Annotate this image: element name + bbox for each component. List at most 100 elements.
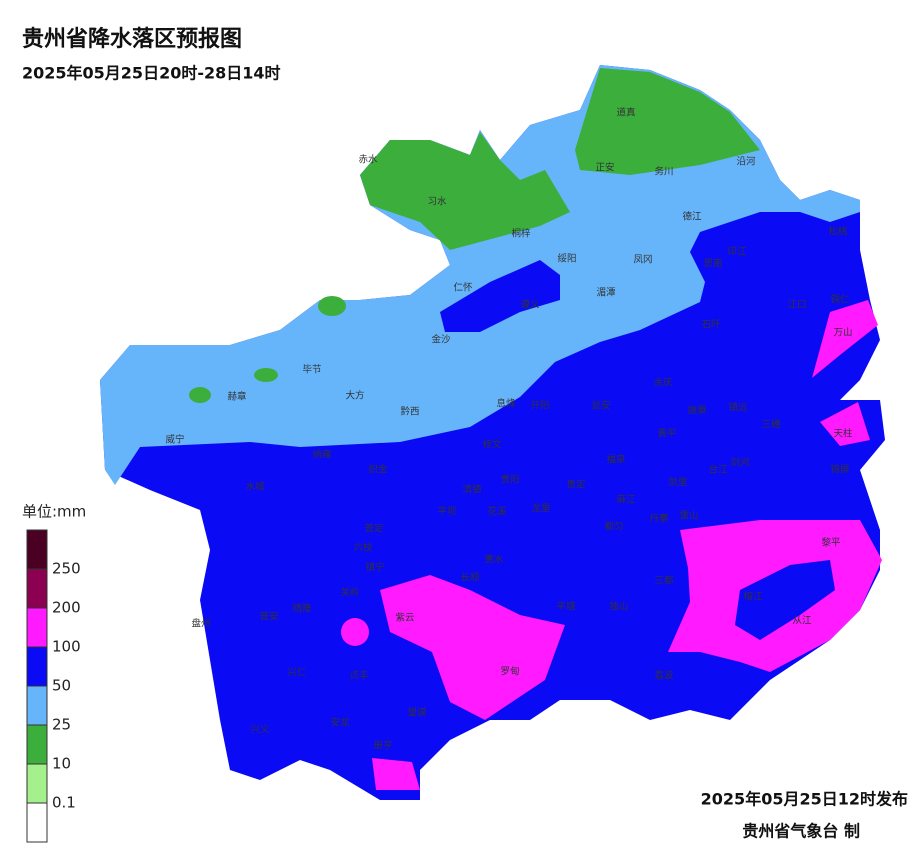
place-label: 长顺 [460,572,480,584]
legend-swatch [26,529,48,570]
place-label: 思南 [703,258,722,270]
place-label: 花溪 [487,506,507,518]
place-label: 平坝 [437,507,457,518]
place-label: 赤水 [358,154,378,166]
place-label: 正安 [595,162,614,174]
place-label: 江口 [787,300,806,311]
place-label: 普定 [364,523,384,535]
legend-swatch [26,685,48,726]
place-label: 盘州 [191,618,210,630]
place-label: 台江 [708,464,728,476]
legend-swatch [26,568,48,609]
place-label: 龙里 [531,503,550,515]
region-10-25-spot [189,387,211,403]
place-label: 遵义 [520,299,540,311]
legend-swatch [26,646,48,687]
place-label: 织金 [368,464,388,476]
place-label: 凤冈 [633,255,652,266]
place-label: 瓮安 [591,400,610,412]
place-label: 贞丰 [349,670,368,682]
place-label: 镇远 [728,402,748,414]
place-label: 雷山 [679,511,698,522]
place-label: 湄潭 [596,287,616,299]
region-10-25-spot [318,296,346,316]
place-label: 铜仁 [830,294,850,306]
legend-unit: 单位:mm [22,503,86,521]
place-label: 仁怀 [453,282,473,294]
place-label: 剑河 [730,457,750,469]
place-label: 贵阳 [500,474,519,486]
region-100-250-ne [812,300,878,378]
place-label: 晴隆 [292,603,312,615]
place-label: 黎平 [821,537,841,549]
place-label: 毕节 [302,364,321,376]
legend-label: 50 [52,677,71,695]
issue-time: 2025年05月25日12时发布 [701,790,908,809]
place-label: 关岭 [340,587,360,599]
place-label: 贵定 [566,479,586,491]
place-label: 丹寨 [649,513,669,525]
place-label: 麻江 [616,494,636,506]
place-label: 凯里 [668,477,687,489]
region-10-25-spot [254,368,278,382]
place-label: 从江 [792,616,812,627]
place-label: 施秉 [687,405,707,417]
legend-swatch [26,607,48,648]
place-label: 威宁 [165,434,184,446]
place-label: 绥阳 [557,254,576,265]
region-50-100-north [440,260,560,332]
place-label: 天柱 [833,428,853,440]
place-label: 水城 [245,481,265,493]
place-label: 都匀 [604,521,623,533]
place-label: 赫章 [227,391,247,403]
legend-label: 0.1 [52,794,76,812]
place-label: 镇宁 [365,562,384,574]
legend-label: 100 [52,638,81,656]
legend-swatch [26,802,48,843]
legend-label: 25 [52,716,71,734]
place-label: 修文 [482,439,502,451]
place-label: 黔西 [400,406,419,418]
place-label: 桐梓 [511,228,531,240]
place-label: 沿河 [736,156,756,168]
place-label: 松桃 [828,226,848,238]
legend-swatch [26,763,48,804]
place-label: 锦屏 [830,464,849,476]
place-label: 务川 [654,166,673,178]
place-label: 惠水 [484,554,504,566]
region-50-100-pocket [735,560,835,640]
place-label: 三都 [654,576,674,587]
place-label: 黄平 [657,428,677,440]
place-label: 清镇 [462,484,482,496]
place-label: 印江 [727,246,747,258]
place-label: 兴义 [250,725,270,736]
place-label: 望谟 [407,707,427,719]
place-label: 息烽 [496,398,516,410]
region-100-250-e [820,402,870,446]
legend-label: 10 [52,755,71,773]
place-label: 万山 [833,328,852,339]
region-100-250-sc [380,575,565,720]
place-label: 普安 [259,611,278,623]
issuer: 贵州省气象台 制 [742,822,860,841]
place-label: 开阳 [530,401,549,412]
place-label: 榕江 [743,591,763,603]
region-10-25-nw [360,132,570,250]
region-100-250-spot [341,618,369,646]
place-label: 纳雍 [312,449,332,461]
legend: 250 200 100 50 25 10 0.1 [26,529,81,843]
place-label: 大方 [345,390,364,402]
place-label: 德江 [682,211,702,223]
legend-label: 200 [52,599,81,617]
place-label: 道真 [616,107,635,119]
place-label: 平塘 [556,601,576,613]
place-label: 福泉 [606,454,626,466]
place-label: 紫云 [395,613,414,624]
legend-label: 250 [52,560,81,578]
place-label: 六枝 [353,542,373,554]
region-25-50 [100,65,860,485]
region-100-250-sw [372,758,420,790]
